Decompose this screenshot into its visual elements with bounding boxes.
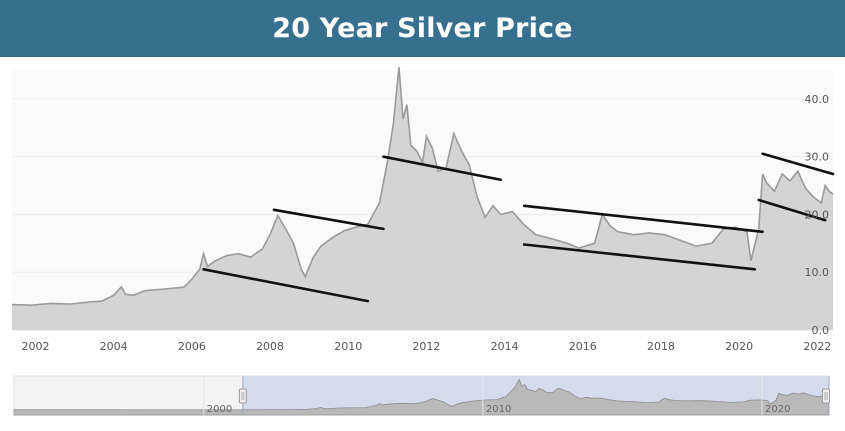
trend-line [761,152,835,176]
x-tick-label: 2010 [334,340,362,353]
y-tick-label: 30.0 [805,151,830,164]
navigator-handle[interactable] [238,388,247,404]
y-tick-label: 10.0 [805,266,830,279]
navigator-handle[interactable] [822,388,830,404]
y-tick-label: 40.0 [805,93,830,106]
price-area [12,67,833,330]
x-tick-label: 2014 [491,340,519,353]
y-axis-labels: 0.0 10.0 20.0 30.0 40.0 [805,93,830,337]
range-navigator[interactable]: 2000 2010 2020 [13,375,830,416]
x-tick-label: 2012 [412,340,440,353]
trend-line [522,204,764,234]
title-bar: 20 Year Silver Price [0,0,845,57]
trend-line [757,198,827,222]
x-tick-label: 2008 [256,340,284,353]
navigator-axis-labels: 2000 2010 2020 [203,376,790,415]
navigator-handles[interactable] [238,376,830,415]
trend-line [202,268,370,303]
navigator-tick-label: 2000 [207,404,232,415]
x-tick-label: 2002 [21,340,49,353]
x-axis-labels: 2002 2004 2006 2008 2010 2012 2014 2016 2018 2020… [21,340,831,353]
x-tick-label: 2018 [647,340,675,353]
trend-line [522,243,757,271]
y-tick-label: 0.0 [812,324,830,337]
x-tick-label: 2006 [178,340,206,353]
x-tick-label: 2022 [803,340,831,353]
navigator-series [13,378,830,416]
navigator-tick-label: 2020 [765,404,790,415]
trend-lines [202,152,835,303]
x-tick-label: 2004 [100,340,128,353]
silver-price-chart: 0.0 10.0 20.0 30.0 40.0 2002 2004 2006 2008 2010… [11,67,835,416]
y-tick-label: 20.0 [805,208,830,221]
navigator-tick-label: 2010 [486,404,511,415]
page-title: 20 Year Silver Price [272,13,573,44]
x-tick-label: 2020 [725,340,753,353]
trend-line [272,208,385,231]
trend-line [382,155,502,182]
x-tick-label: 2016 [569,340,597,353]
